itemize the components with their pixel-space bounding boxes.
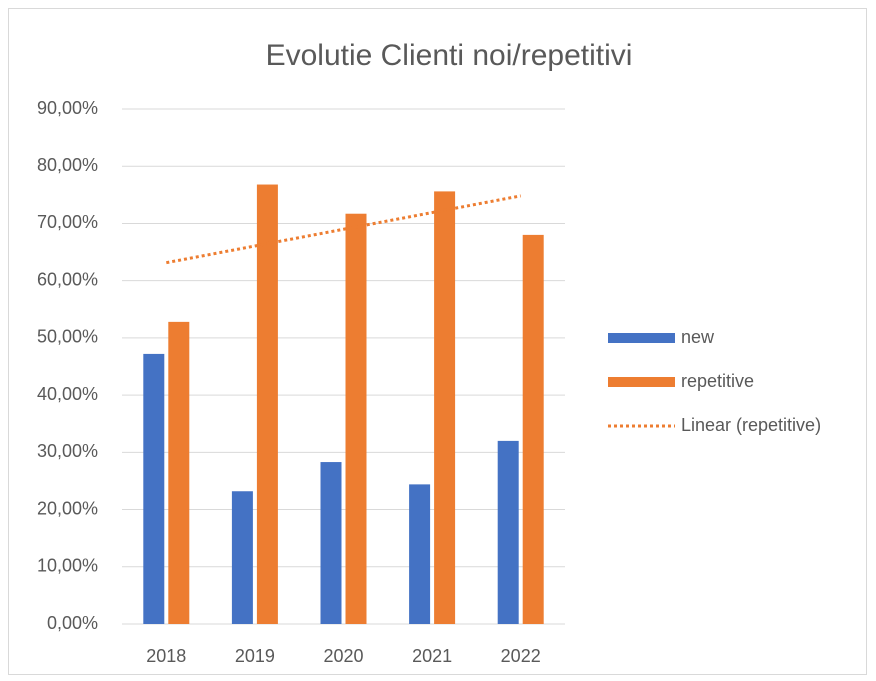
- x-tick-label: 2022: [501, 646, 541, 666]
- x-tick-label: 2020: [323, 646, 363, 666]
- bar: [231, 491, 253, 624]
- legend-label: Linear (repetitive): [681, 415, 821, 435]
- legend-swatch: [608, 333, 675, 343]
- bar: [522, 234, 544, 624]
- bar: [168, 321, 190, 624]
- bar: [256, 184, 278, 625]
- legend-label: repetitive: [681, 371, 754, 391]
- y-tick-label: 40,00%: [37, 384, 98, 404]
- y-tick-label: 10,00%: [37, 556, 98, 576]
- y-tick-label: 90,00%: [37, 98, 98, 118]
- bar: [320, 462, 342, 624]
- bar: [143, 353, 165, 624]
- y-tick-label: 80,00%: [37, 155, 98, 175]
- trend-line: [166, 194, 521, 265]
- y-tick-label: 70,00%: [37, 212, 98, 232]
- legend-swatch: [608, 377, 675, 387]
- x-tick-label: 2018: [146, 646, 186, 666]
- bar: [497, 440, 519, 624]
- chart-title: Evolutie Clienti noi/repetitivi: [266, 39, 633, 72]
- y-tick-label: 60,00%: [37, 269, 98, 289]
- x-tick-label: 2019: [235, 646, 275, 666]
- bar: [345, 213, 367, 624]
- x-tick-label: 2021: [412, 646, 452, 666]
- y-tick-label: 20,00%: [37, 498, 98, 518]
- y-tick-label: 0,00%: [47, 613, 98, 633]
- y-tick-label: 30,00%: [37, 441, 98, 461]
- legend-label: new: [681, 327, 715, 347]
- bar: [409, 484, 431, 624]
- y-tick-label: 50,00%: [37, 327, 98, 347]
- bar: [434, 191, 456, 624]
